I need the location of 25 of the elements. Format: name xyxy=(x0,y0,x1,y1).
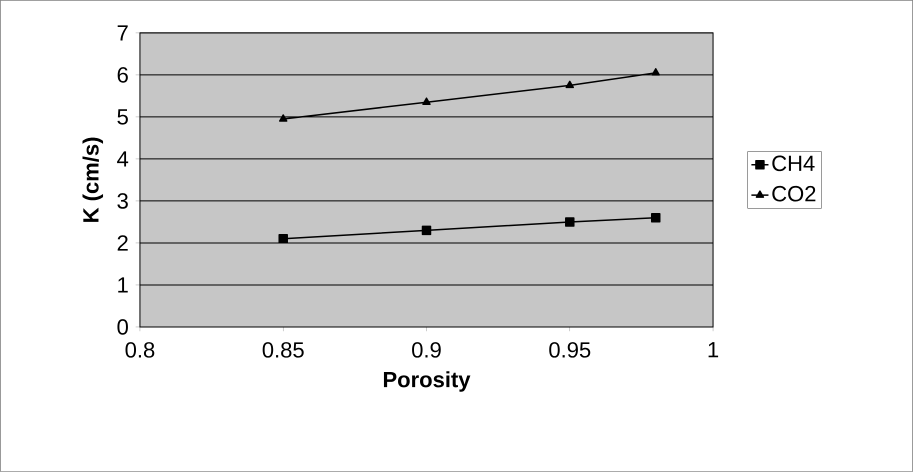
x-tick-label: 0.85 xyxy=(262,342,304,358)
y-tick-label: 4 xyxy=(117,151,128,167)
y-tick-label: 5 xyxy=(117,109,128,125)
y-tick-label: 7 xyxy=(118,25,128,41)
point xyxy=(422,226,432,236)
y-tick-label: 2 xyxy=(118,235,128,251)
point xyxy=(650,213,660,223)
point xyxy=(565,217,575,227)
x-axis-title: Porosity xyxy=(384,371,470,392)
x-tick-label: 0.8 xyxy=(126,342,154,358)
point xyxy=(422,98,431,106)
y-tick-label: 6 xyxy=(118,67,128,83)
legend-label: CH4 xyxy=(772,156,815,172)
x-tick-label: 0.95 xyxy=(549,342,590,358)
point xyxy=(566,80,574,88)
x-tick-label: 1 xyxy=(708,342,718,358)
y-tick-label: 1 xyxy=(118,277,128,293)
point xyxy=(279,114,288,122)
y-axis-title: K (cm/s) xyxy=(82,138,104,222)
y-tick-label: 0 xyxy=(117,319,128,335)
y-tick-label: 3 xyxy=(117,193,128,209)
legend-label: CO2 xyxy=(772,186,816,202)
x-tick-label: 0.9 xyxy=(412,342,441,358)
point xyxy=(652,68,660,76)
point xyxy=(278,234,288,244)
